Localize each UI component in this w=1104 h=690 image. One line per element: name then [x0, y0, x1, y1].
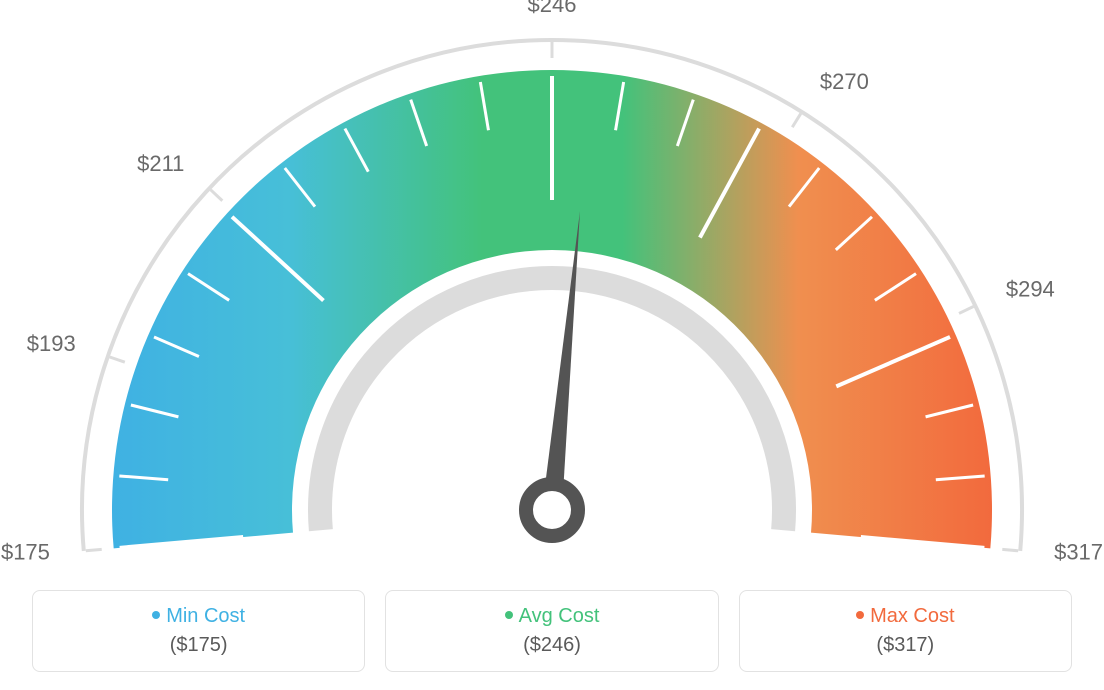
- dot-icon: [505, 611, 513, 619]
- gauge-hub: [526, 484, 578, 536]
- gauge-rim-tick: [110, 357, 125, 362]
- legend-value-max: ($317): [740, 634, 1071, 657]
- legend-card-avg: Avg Cost ($246): [385, 590, 718, 672]
- legend-card-max: Max Cost ($317): [739, 590, 1072, 672]
- gauge-rim-tick: [1002, 549, 1018, 550]
- legend-label-max: Max Cost: [870, 605, 954, 627]
- gauge-rim-tick: [86, 549, 102, 550]
- chart-container: $175 $193 $211 $246 $270 $294 $317 Min Cost ($…: [0, 0, 1104, 690]
- legend-title-min: Min Cost: [33, 605, 364, 628]
- legend-title-avg: Avg Cost: [386, 605, 717, 628]
- legend-title-max: Max Cost: [740, 605, 1071, 628]
- gauge-rim-tick: [792, 114, 801, 128]
- legend-label-min: Min Cost: [166, 605, 245, 627]
- legend-row: Min Cost ($175) Avg Cost ($246) Max Cost…: [32, 590, 1072, 672]
- gauge-rim-tick: [959, 306, 973, 313]
- dot-icon: [856, 611, 864, 619]
- gauge-tick-label: $294: [1006, 277, 1055, 302]
- gauge-tick-label: $193: [27, 331, 76, 356]
- gauge-rim-tick: [211, 190, 223, 201]
- gauge-chart: $175 $193 $211 $246 $270 $294 $317: [0, 0, 1104, 570]
- gauge-tick-label: $246: [528, 0, 577, 17]
- legend-value-min: ($175): [33, 634, 364, 657]
- gauge-tick-label: $317: [1054, 540, 1103, 565]
- gauge-needle: [542, 211, 580, 511]
- legend-label-avg: Avg Cost: [519, 605, 600, 627]
- legend-card-min: Min Cost ($175): [32, 590, 365, 672]
- dot-icon: [152, 611, 160, 619]
- gauge-tick-label: $175: [1, 540, 50, 565]
- legend-value-avg: ($246): [386, 634, 717, 657]
- gauge-tick-label: $211: [137, 151, 184, 176]
- gauge-tick-label: $270: [820, 69, 869, 94]
